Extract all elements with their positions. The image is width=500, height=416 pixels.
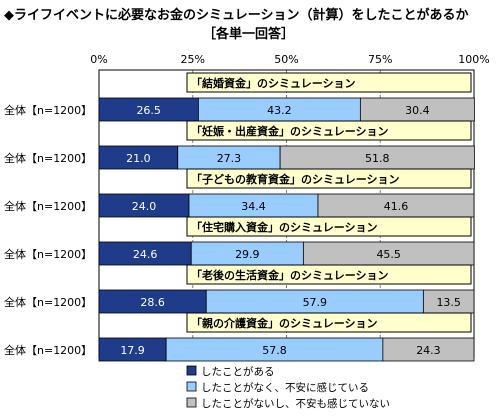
row-label: 全体【n=1200】 [4, 151, 92, 165]
category-label-box [186, 120, 472, 141]
data-label: 26.5 [136, 104, 161, 117]
bar-segment [382, 337, 475, 362]
category-label: 「老後の生活資金」のシミュレーション [191, 268, 389, 282]
data-label: 57.8 [262, 344, 287, 357]
data-label: 24.3 [416, 344, 441, 357]
data-label: 24.0 [132, 200, 157, 213]
category-label-box [186, 72, 472, 93]
data-label: 30.4 [405, 104, 430, 117]
legend-label: したことがなく、不安に感じている [201, 381, 369, 394]
legend-swatch [186, 381, 197, 392]
data-label: 21.0 [126, 152, 151, 165]
data-label: 24.6 [133, 248, 158, 261]
category-label: 「妊娠・出産資金」のシミュレーション [191, 124, 389, 138]
category-label-box [186, 216, 472, 237]
data-label: 57.9 [303, 296, 328, 309]
data-label: 29.9 [235, 248, 260, 261]
category-label: 「結婚資金」のシミュレーション [191, 76, 356, 90]
chart-subtitle: ［各単一回答］ [203, 27, 295, 42]
x-tick-label: 100% [458, 53, 489, 66]
x-tick-label: 25% [181, 53, 205, 66]
x-tick-label: 50% [274, 53, 298, 66]
row-label: 全体【n=1200】 [4, 199, 92, 213]
legend-label: したことがないし、不安も感じていない [201, 397, 390, 410]
data-label: 27.3 [217, 152, 242, 165]
data-label: 13.5 [436, 296, 461, 309]
data-label: 17.9 [120, 344, 145, 357]
chart-title: ◆ライフイベントに必要なお金のシミュレーション（計算）をしたことがあるか [4, 8, 469, 23]
row-label: 全体【n=1200】 [4, 295, 92, 309]
data-label: 51.8 [365, 152, 390, 165]
x-tick-label: 75% [368, 53, 392, 66]
data-label: 45.5 [376, 248, 401, 261]
data-label: 41.6 [384, 200, 409, 213]
category-label: 「親の介護資金」のシミュレーション [191, 316, 378, 330]
row-label: 全体【n=1200】 [4, 103, 92, 117]
legend-label: したことがある [201, 365, 275, 378]
x-tick-label: 0% [90, 53, 107, 66]
category-label: 「子どもの教育資金」のシミュレーション [191, 172, 400, 186]
category-label-box [186, 312, 472, 333]
row-label: 全体【n=1200】 [4, 343, 92, 357]
data-label: 34.4 [241, 200, 266, 213]
legend-swatch [186, 365, 197, 376]
row-label: 全体【n=1200】 [4, 247, 92, 261]
data-label: 28.6 [140, 296, 165, 309]
legend-swatch [186, 397, 197, 408]
category-label: 「住宅購入資金」のシミュレーション [191, 220, 378, 234]
category-label-box [186, 264, 472, 285]
category-label-box [186, 168, 472, 189]
data-label: 43.2 [267, 104, 292, 117]
